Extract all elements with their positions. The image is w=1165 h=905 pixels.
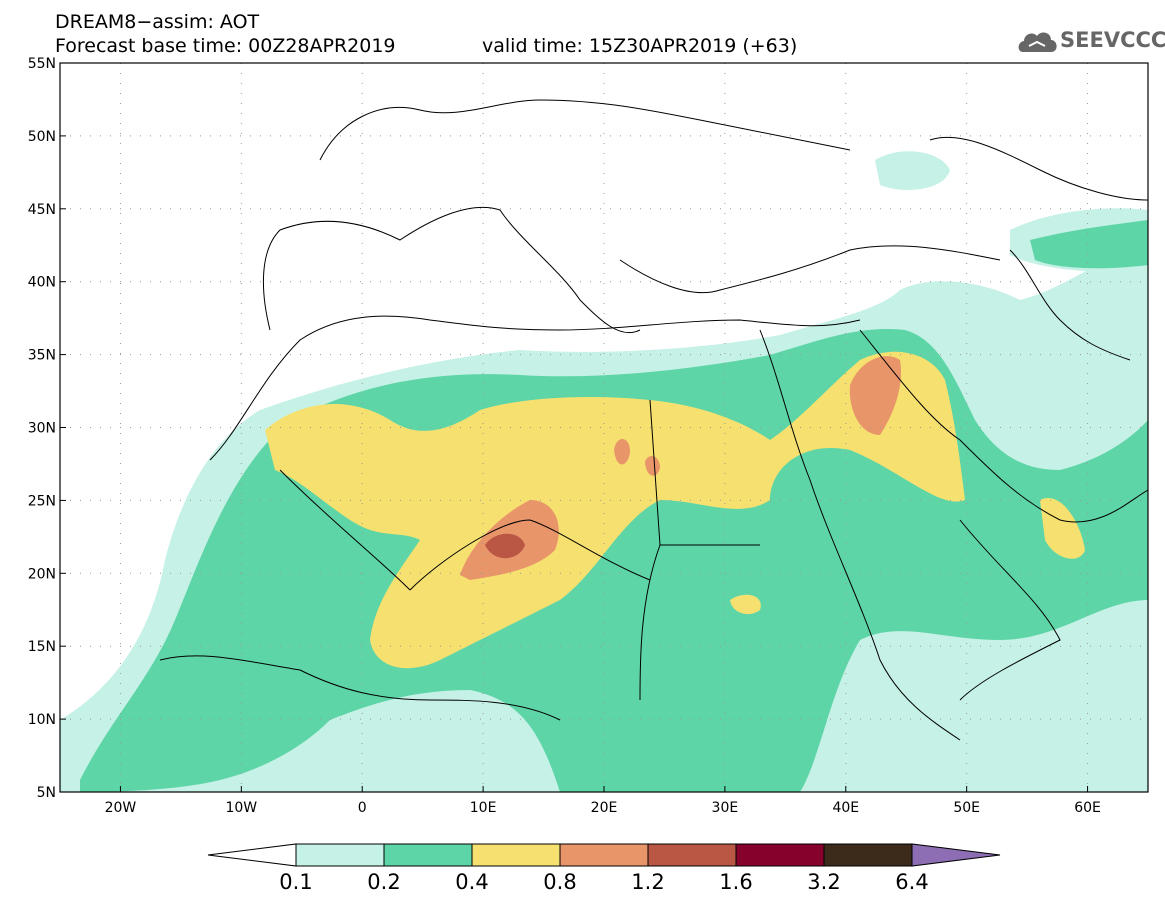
lat-tick-label: 15N xyxy=(28,639,56,655)
colorbar-max-arrow xyxy=(911,843,1001,867)
lat-tick-label: 30N xyxy=(28,421,56,437)
lon-tick-label: 50E xyxy=(953,800,980,816)
lon-tick-label: 10W xyxy=(225,800,257,816)
lat-tick-label: 25N xyxy=(28,493,56,509)
latitude-labels: 55N 50N 45N 40N 35N 30N 25N 20N 15N 10N 5N xyxy=(28,56,66,801)
aot-band-0.8-iraq xyxy=(849,356,901,435)
lon-tick-label: 10E xyxy=(470,800,497,816)
colorbar-level-label: 0.4 xyxy=(455,870,489,894)
title-base-time: Forecast base time: 00Z28APR2019 xyxy=(55,35,396,57)
colorbar-level-label: 0.2 xyxy=(367,870,401,894)
colorbar-box xyxy=(823,843,913,867)
colorbar-level-label: 6.4 xyxy=(895,870,929,894)
aot-band-0.4 xyxy=(265,351,965,669)
colorbar-box xyxy=(647,843,737,867)
lon-tick-label: 0 xyxy=(358,800,367,816)
coastlines xyxy=(159,99,1148,741)
lat-tick-label: 55N xyxy=(28,56,56,72)
colorbar-level-label: 1.2 xyxy=(631,870,665,894)
colorbar-level-label: 0.1 xyxy=(279,870,313,894)
lat-tick-label: 35N xyxy=(28,348,56,364)
lat-tick-label: 45N xyxy=(28,202,56,218)
cloud-icon xyxy=(1018,32,1057,52)
lon-tick-label: 40E xyxy=(832,800,859,816)
title-product: DREAM8−assim: AOT xyxy=(55,11,260,33)
lat-tick-label: 20N xyxy=(28,566,56,582)
lat-tick-label: 40N xyxy=(28,275,56,291)
lon-tick-label: 20E xyxy=(591,800,618,816)
colorbar xyxy=(207,843,1001,867)
colorbar-level-label: 1.6 xyxy=(719,870,753,894)
colorbar-box xyxy=(383,843,473,867)
aot-field xyxy=(60,151,1148,792)
aot-band-0.8-spot1 xyxy=(614,438,630,465)
lat-tick-label: 5N xyxy=(37,785,56,801)
lat-tick-label: 10N xyxy=(28,712,56,728)
aot-band-0.8-spot2 xyxy=(645,456,660,476)
colorbar-min-arrow xyxy=(207,843,297,867)
colorbar-box xyxy=(471,843,561,867)
lon-tick-label: 60E xyxy=(1074,800,1101,816)
title-valid-time: valid time: 15Z30APR2019 (+63) xyxy=(482,35,798,57)
lon-tick-label: 30E xyxy=(712,800,739,816)
lat-tick-label: 50N xyxy=(28,129,56,145)
aot-band-0.2-north xyxy=(1030,220,1148,269)
colorbar-level-label: 0.8 xyxy=(543,870,577,894)
colorbar-box xyxy=(295,843,385,867)
aot-band-0.1-north xyxy=(875,151,950,190)
seevccc-logo-text: SEEVCCC xyxy=(1060,28,1165,52)
colorbar-box xyxy=(735,843,825,867)
aot-band-1.2 xyxy=(485,533,525,559)
aot-band-0.4-gulf xyxy=(1040,498,1085,559)
longitude-labels: 20W 10W 0 10E 20E 30E 40E 50E 60E xyxy=(105,786,1101,816)
lon-tick-label: 20W xyxy=(105,800,137,816)
colorbar-level-label: 3.2 xyxy=(807,870,841,894)
aot-band-0.4-spot xyxy=(730,594,761,615)
colorbar-box xyxy=(559,843,649,867)
